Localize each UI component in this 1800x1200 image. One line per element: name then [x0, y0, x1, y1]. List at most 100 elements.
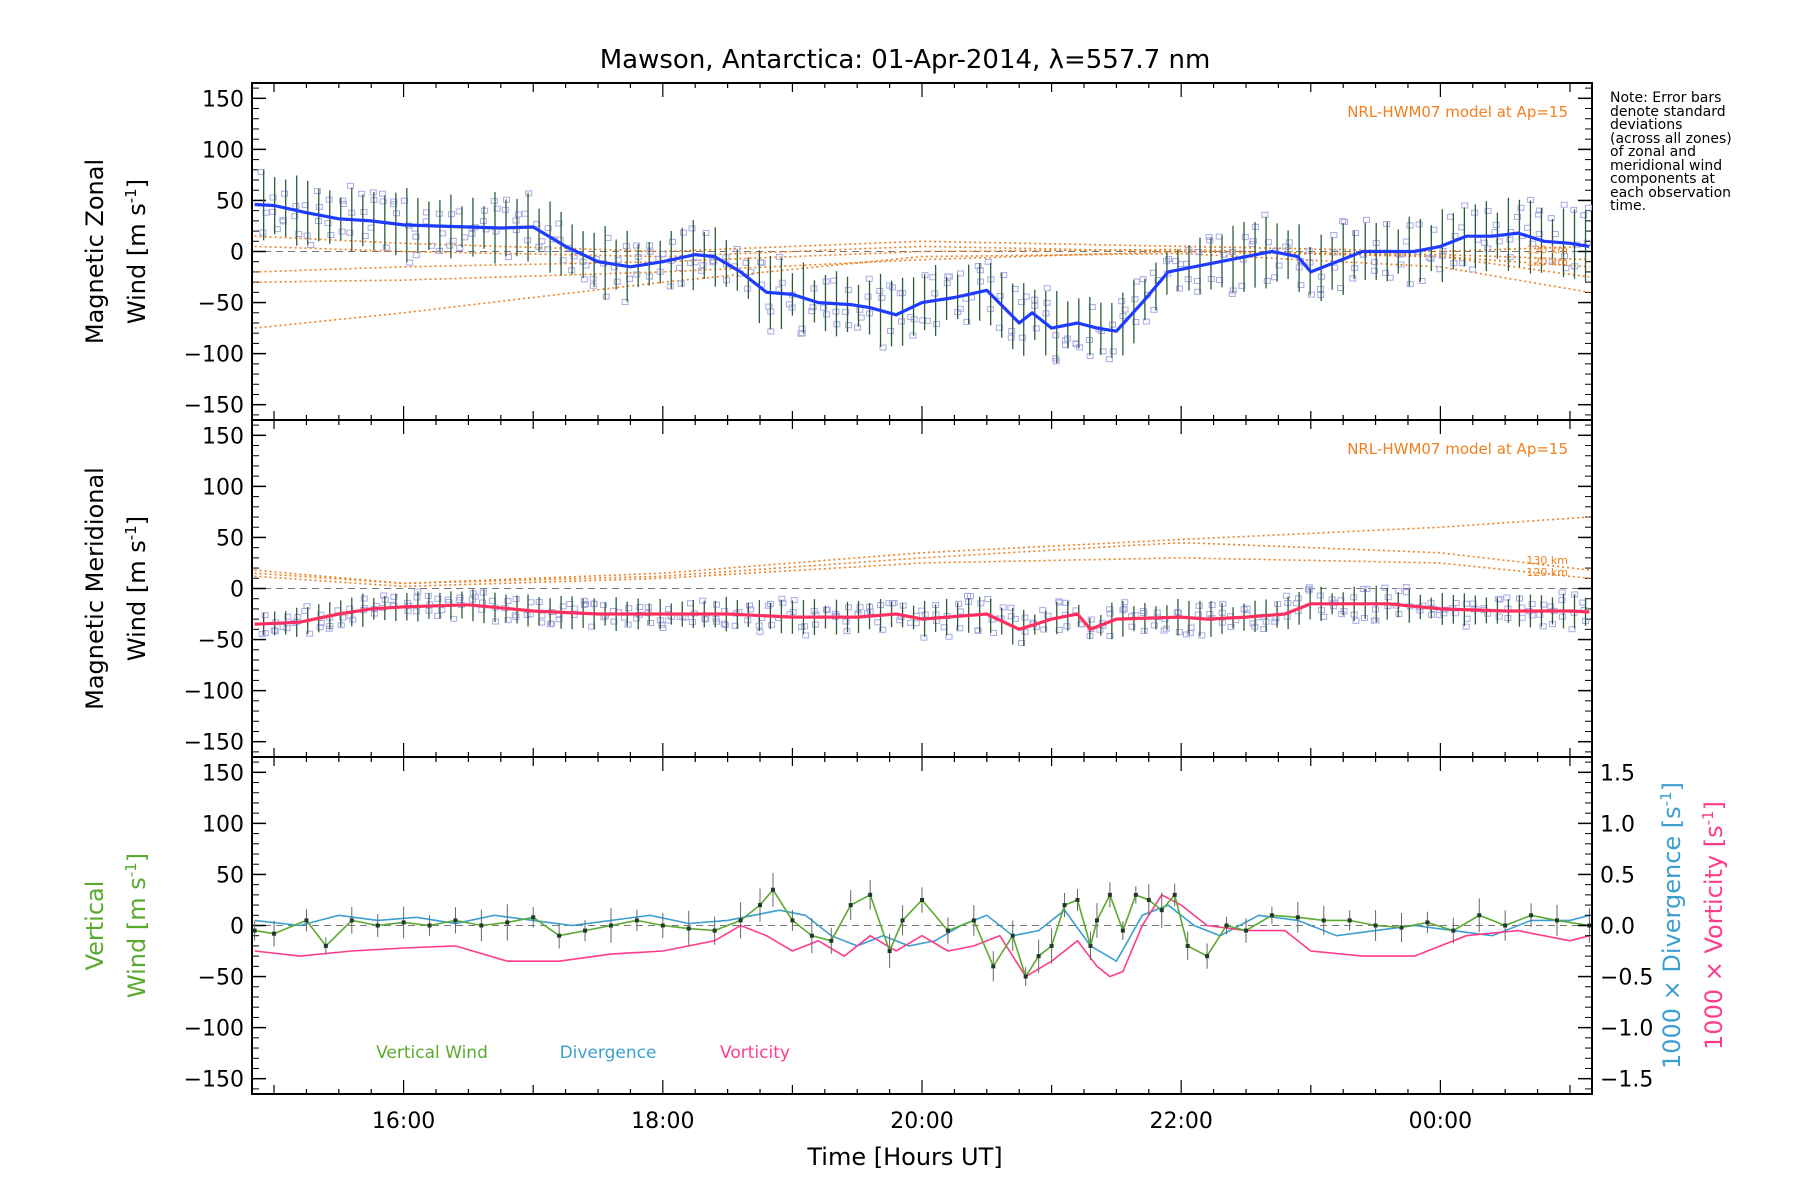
- zone-point: [1139, 607, 1147, 614]
- zone-point: [1283, 592, 1291, 599]
- vertical-wind-point: [252, 928, 257, 933]
- vertical-wind-point: [505, 920, 510, 925]
- zone-point: [644, 604, 652, 611]
- zone-point: [888, 600, 896, 607]
- zone-point: [996, 293, 1004, 300]
- y-tick-label: −50: [198, 629, 244, 654]
- vertical-wind-point: [848, 903, 853, 908]
- zone-point: [798, 330, 806, 337]
- zone-point: [1459, 260, 1467, 267]
- vertical-wind-point: [375, 923, 380, 928]
- zone-point: [1330, 249, 1338, 256]
- note-line: time.: [1610, 198, 1647, 214]
- zone-point: [1539, 623, 1547, 630]
- zone-point: [1363, 216, 1371, 223]
- vertical-wind-point: [1023, 974, 1028, 979]
- zone-point: [844, 286, 852, 293]
- zone-point: [646, 248, 654, 255]
- zone-point: [492, 228, 500, 235]
- vertical-wind-point: [712, 928, 717, 933]
- vertical-wind-point: [583, 928, 588, 933]
- x-tick-label: 18:00: [631, 1109, 694, 1134]
- x-tick-label: 00:00: [1409, 1109, 1472, 1134]
- zone-point: [521, 210, 529, 217]
- zone-point: [854, 324, 862, 331]
- zone-point: [1220, 251, 1228, 258]
- zone-point: [346, 182, 354, 189]
- zone-point: [945, 633, 953, 640]
- zone-point: [1160, 627, 1168, 634]
- zone-point: [921, 611, 929, 618]
- zone-point: [1495, 613, 1503, 620]
- zone-point: [1547, 603, 1555, 610]
- zone-point: [675, 264, 683, 271]
- y-tick-label: 150: [202, 424, 244, 449]
- zone-point: [688, 225, 696, 232]
- zone-point: [1415, 221, 1423, 228]
- zone-point: [1463, 615, 1471, 622]
- zone-point: [1153, 609, 1161, 616]
- zone-point: [776, 253, 784, 260]
- zone-point: [876, 288, 884, 295]
- zone-point: [1494, 595, 1502, 602]
- plot-area: [254, 516, 1590, 647]
- zone-point: [1462, 600, 1470, 607]
- zone-point: [742, 259, 750, 266]
- zone-point: [358, 190, 366, 197]
- zone-point: [468, 230, 476, 237]
- zone-point: [406, 259, 414, 266]
- zone-point: [668, 238, 676, 245]
- zone-point: [864, 293, 872, 300]
- zone-point: [845, 322, 853, 329]
- vertical-wind-point: [829, 938, 834, 943]
- y-tick-label: −100: [184, 1017, 244, 1042]
- zone-point: [382, 244, 390, 251]
- panel-2: −150 −100 −50 0 50 100 150 Magnetic Meridional W…: [81, 419, 1593, 758]
- vertical-wind-point: [557, 933, 562, 938]
- zone-point: [481, 207, 489, 214]
- zone-point: [602, 293, 610, 300]
- zone-point: [1294, 595, 1302, 602]
- zone-point: [261, 612, 269, 619]
- zone-point: [434, 595, 442, 602]
- zone-point: [1205, 234, 1213, 241]
- zone-point: [746, 602, 754, 609]
- zone-point: [1118, 298, 1126, 305]
- vertical-wind-point: [809, 933, 814, 938]
- vertical-wind-point: [887, 949, 892, 954]
- zone-point: [1195, 602, 1203, 609]
- zone-point: [1062, 599, 1070, 606]
- zone-point: [1105, 356, 1113, 363]
- vertical-wind-point: [1224, 923, 1229, 928]
- zone-point: [1052, 355, 1060, 362]
- zone-point: [712, 618, 720, 625]
- zone-point: [844, 604, 852, 611]
- zone-point: [306, 630, 314, 637]
- zone-point: [1381, 584, 1389, 591]
- zone-point: [570, 253, 578, 260]
- zone-point: [995, 324, 1003, 331]
- zone-point: [1109, 348, 1117, 355]
- zone-point: [1215, 233, 1223, 240]
- zone-point: [269, 208, 277, 215]
- zone-point: [555, 220, 563, 227]
- right-y-tick-label: 1.5: [1600, 761, 1635, 786]
- x-axis-label: Time [Hours UT]: [806, 1143, 1002, 1171]
- vorticity-line: [254, 893, 1590, 978]
- zone-point: [1384, 594, 1392, 601]
- zone-point: [1194, 288, 1202, 295]
- y-tick-label: 100: [202, 138, 244, 163]
- zone-point: [295, 231, 303, 238]
- zone-point: [1186, 630, 1194, 637]
- right-y-tick-label: 0.0: [1600, 915, 1635, 940]
- zone-point: [544, 246, 552, 253]
- zone-point: [1352, 617, 1360, 624]
- vertical-wind-point: [738, 918, 743, 923]
- legend-entry: Vertical Wind: [376, 1043, 488, 1063]
- zone-point: [1570, 206, 1578, 213]
- y-tick-label: −100: [184, 343, 244, 368]
- zone-point: [1440, 610, 1448, 617]
- zone-point: [1261, 211, 1269, 218]
- zone-point: [527, 599, 535, 606]
- zone-point: [1297, 281, 1305, 288]
